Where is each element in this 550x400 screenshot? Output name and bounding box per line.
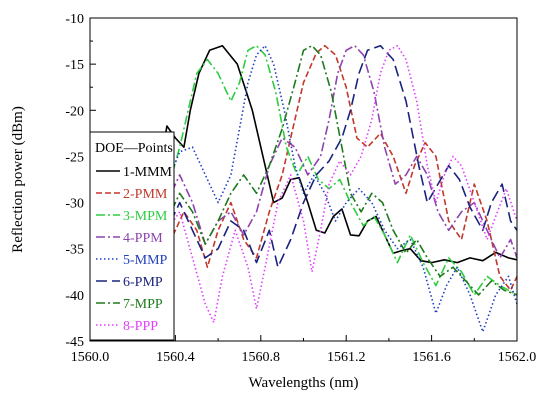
y-tick-label: -25: [65, 150, 84, 165]
legend-box: [89, 131, 175, 341]
legend-label: 1-MMM: [123, 165, 173, 180]
y-tick-label: -30: [65, 197, 84, 212]
legend-label: 8-PPP: [123, 319, 158, 334]
series-line-4: [153, 44, 518, 259]
series-line-8: [153, 44, 518, 324]
y-tick-label: -15: [65, 58, 84, 73]
series-layer: [153, 44, 518, 333]
legend-title: DOE—Points: [95, 141, 173, 156]
series-line-3: [153, 44, 518, 296]
y-axis: -10 -15 -20 -25 -30 -35 -40 -45: [65, 12, 96, 350]
legend: DOE—Points 1-MMM 2-PMM 3-MPM 4-PPM 5-MMP 6-PM…: [89, 131, 175, 341]
series-line-7: [153, 44, 518, 296]
y-tick-label: -20: [65, 104, 84, 119]
y-axis-title: Reflection power (dBm): [10, 106, 26, 253]
legend-label: 5-MMP: [123, 253, 168, 268]
y-tick-label: -45: [65, 335, 84, 350]
x-axis-title: Wavelengths (nm): [248, 375, 358, 391]
x-tick-label: 1560.0: [71, 350, 110, 365]
series-line-1: [153, 44, 518, 264]
y-tick-label: -35: [65, 243, 84, 258]
x-tick-label: 1561.6: [412, 350, 451, 365]
x-tick-label: 1562.0: [498, 350, 537, 365]
x-axis: 1560.0 1560.4 1560.8 1561.2 1561.6 1562.0: [71, 335, 537, 365]
x-tick-label: 1560.4: [156, 350, 195, 365]
legend-label: 2-PMM: [123, 187, 168, 202]
y-tick-label: -10: [65, 12, 84, 27]
y-tick-label: -40: [65, 289, 84, 304]
legend-label: 7-MPP: [123, 297, 163, 312]
series-line-2: [153, 44, 518, 291]
legend-label: 6-PMP: [123, 275, 163, 290]
x-tick-label: 1561.2: [327, 350, 366, 365]
legend-label: 3-MPM: [123, 209, 168, 224]
legend-label: 4-PPM: [123, 231, 163, 246]
series-line-6: [153, 44, 518, 268]
x-tick-label: 1560.8: [242, 350, 281, 365]
